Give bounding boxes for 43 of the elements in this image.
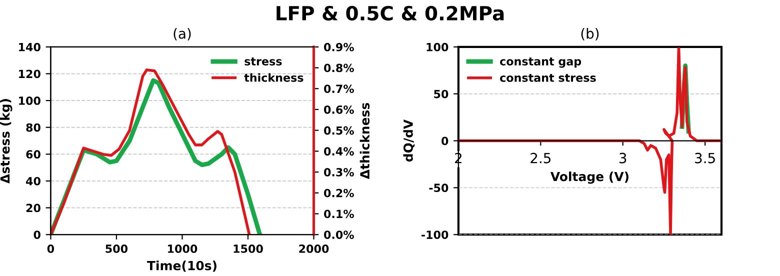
y-tick-label: 120	[19, 70, 40, 78]
x-tick-label: 0	[47, 244, 54, 253]
y-axis-title: dQ/dV	[403, 119, 415, 162]
y2-tick-label: 0.3%	[324, 168, 354, 176]
legend-label: thickness	[244, 73, 304, 82]
y2-tick-label: 0.2%	[324, 188, 354, 198]
x-tick-label: 1500	[234, 244, 263, 253]
legend-label: constant stress	[500, 74, 596, 82]
y-tick-label: 40	[26, 176, 40, 186]
y-tick-label: 50	[434, 90, 448, 98]
x-tick-label: 2.5	[530, 152, 550, 164]
text: LFP & 0.5C & 0.2MPa	[276, 6, 504, 21]
chart-subtitle: (a)	[174, 28, 191, 40]
y2-tick-label: 0.4%	[324, 147, 354, 156]
y-tick-label: 100	[426, 42, 448, 52]
y2-axis-title: Δthickness	[360, 102, 370, 180]
y-tick-label: 80	[26, 123, 40, 132]
x-axis-title: Voltage (V)	[550, 172, 628, 184]
y-axis-title: Δstress (kg)	[0, 99, 12, 184]
y2-tick-label: 0.5%	[324, 126, 354, 135]
x-tick-label: 3.5	[695, 152, 715, 164]
y-tick-label: 100	[19, 96, 40, 105]
y2-tick-label: 0.0%	[324, 230, 354, 239]
y2-tick-label: 0.1%	[324, 210, 354, 218]
y-tick-label: -100	[422, 230, 448, 239]
y-tick-label: -50	[429, 184, 448, 192]
x-tick-label: 2000	[299, 244, 329, 253]
x-axis-title: Time(10s)	[147, 260, 216, 272]
y-tick-label: 0	[442, 136, 448, 146]
x-tick-label: 1000	[168, 244, 198, 253]
y-tick-label: 0	[34, 230, 40, 239]
legend-label: stress	[244, 58, 282, 66]
legend-label: constant gap	[500, 58, 582, 68]
y-tick-label: 60	[26, 150, 40, 159]
x-tick-label: 3	[619, 152, 626, 164]
chart-title: (b)	[581, 28, 599, 40]
y2-tick-label: 0.7%	[324, 84, 354, 94]
y-tick-label: 140	[19, 42, 40, 52]
y2-tick-label: 0.9%	[324, 42, 354, 52]
y-tick-label: 20	[26, 204, 40, 212]
y2-tick-label: 0.6%	[324, 105, 354, 114]
x-tick-label: 500	[106, 244, 128, 253]
y2-tick-label: 0.8%	[324, 64, 354, 72]
